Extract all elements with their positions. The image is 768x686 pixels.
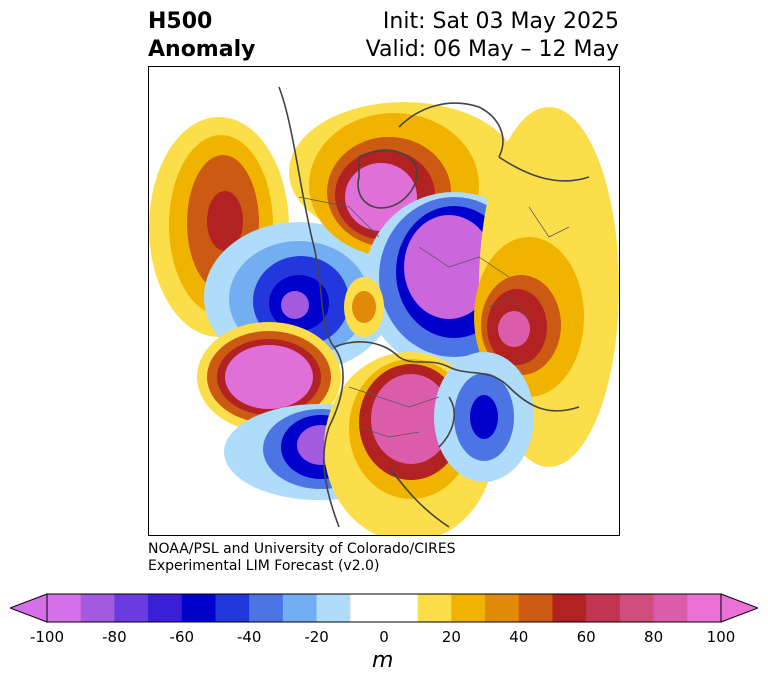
colorbar-swatch [619, 594, 655, 622]
colorbar-swatch [181, 594, 216, 622]
colorbar-swatch [282, 594, 318, 622]
colorbar-swatch [384, 594, 419, 622]
colorbar-swatch [653, 594, 688, 622]
colorbar-swatch [518, 594, 553, 622]
colorbar-extend-low [10, 593, 48, 623]
colorbar-tick-label: -100 [29, 628, 65, 646]
credit-line-2: Experimental LIM Forecast (v2.0) [148, 558, 380, 574]
colorbar-swatch [47, 594, 82, 622]
colorbar-swatch [249, 594, 284, 622]
map-canvas [149, 86, 619, 535]
colorbar-swatch [114, 594, 149, 622]
colorbar-swatch [417, 594, 452, 622]
credit-line-1: NOAA/PSL and University of Colorado/CIRE… [148, 541, 456, 557]
colorbar-swatch [316, 594, 351, 622]
colorbar-swatch [485, 594, 520, 622]
colorbar-border [46, 593, 722, 623]
anomaly-east-pacific-ridge [197, 322, 341, 432]
anomaly-atlantic-trough [434, 352, 534, 482]
forecast-dates: Init: Sat 03 May 2025 Valid: 06 May – 12… [366, 8, 619, 64]
valid-date-range: Valid: 06 May – 12 May [365, 37, 619, 62]
colorbar-tick-label: -20 [304, 628, 329, 646]
colorbar [10, 593, 758, 623]
coastlines [278, 86, 590, 528]
country-borders [298, 196, 570, 438]
colorbar-extend-high [720, 593, 758, 623]
colorbar-swatch [215, 594, 250, 622]
colorbar-unit-label: m [372, 648, 394, 673]
colorbar-swatch [552, 594, 587, 622]
colorbar-swatch [586, 594, 621, 622]
init-date: Init: Sat 03 May 2025 [382, 9, 619, 34]
title-line-field: Anomaly [148, 37, 256, 62]
title-line-variable: H500 [148, 9, 213, 34]
colorbar-swatch [350, 594, 385, 622]
colorbar-swatch [451, 594, 486, 622]
colorbar-tick-label: -60 [169, 628, 195, 646]
colorbar-tick-label: 20 [441, 628, 461, 646]
colorbar-tick-label: 0 [379, 628, 389, 646]
map-title: H500 Anomaly [148, 8, 255, 64]
colorbar-tick-label: -80 [102, 628, 127, 646]
colorbar-tick-label: -40 [236, 628, 262, 646]
colorbar-tick-label: 100 [706, 628, 736, 646]
colorbar-tick-label: 40 [509, 628, 529, 646]
colorbar-tick-label: 60 [576, 628, 596, 646]
colorbar-swatch [687, 594, 722, 622]
anomaly-map [148, 66, 620, 536]
anomaly-polar-ridge [344, 277, 384, 337]
data-credit: NOAA/PSL and University of Colorado/CIRE… [148, 541, 456, 575]
colorbar-tick-label: 80 [644, 628, 664, 646]
colorbar-swatch [148, 594, 183, 622]
colorbar-tick-labels: -100 -80 -60 -40 -20 0 20 40 60 80 100 [0, 628, 768, 648]
colorbar-swatch [80, 594, 115, 622]
